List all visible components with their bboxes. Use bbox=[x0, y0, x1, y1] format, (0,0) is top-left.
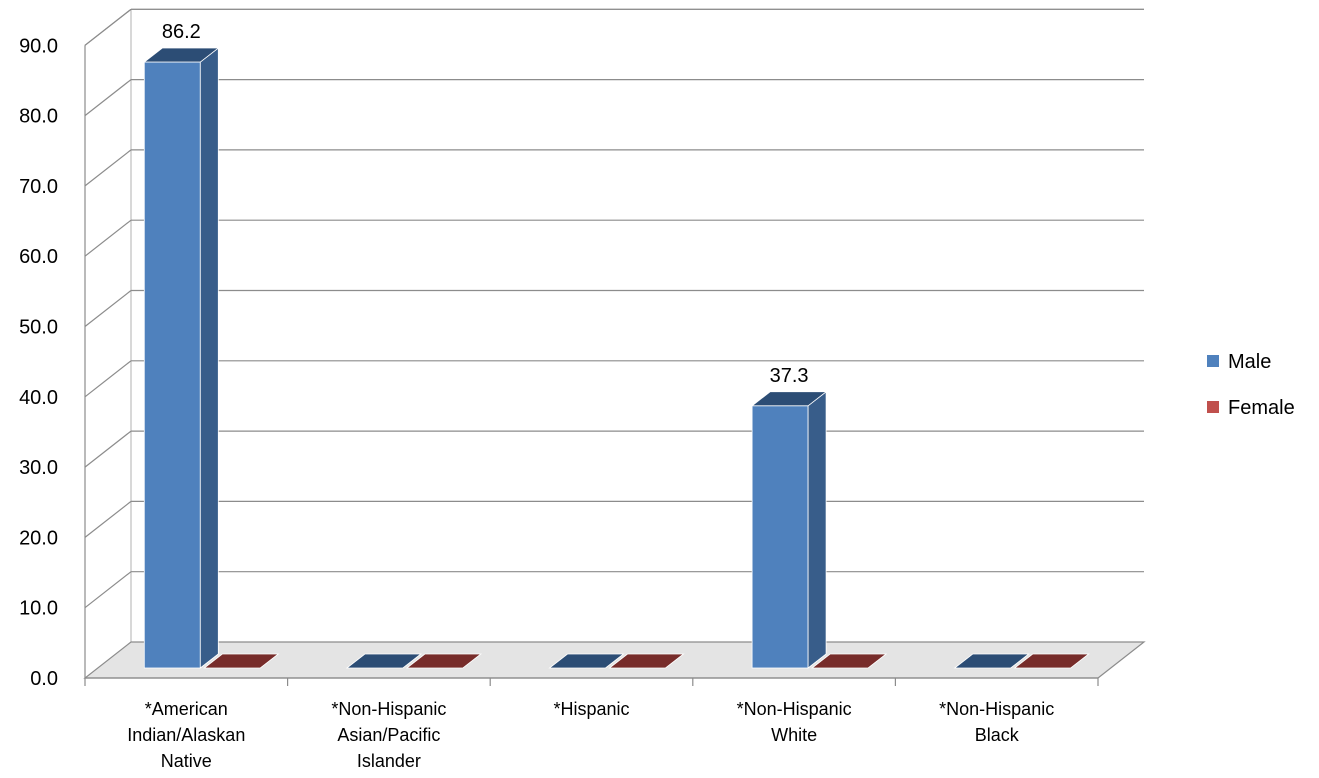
legend-item: Female bbox=[1207, 397, 1295, 419]
y-tick-label: 10.0 bbox=[19, 598, 58, 620]
x-tick-label-line: *American bbox=[145, 699, 228, 719]
data-label: 37.3 bbox=[770, 365, 809, 387]
y-tick-label: 30.0 bbox=[19, 457, 58, 479]
x-tick-label-line: *Non-Hispanic bbox=[939, 699, 1054, 719]
bar bbox=[953, 653, 1030, 669]
gridline-side bbox=[84, 571, 132, 609]
x-tick-label: *Non-Hispanic Black bbox=[939, 699, 1054, 745]
x-tick-label-line: *Non-Hispanic bbox=[737, 699, 852, 719]
bar-front bbox=[751, 405, 809, 669]
y-tick-label: 20.0 bbox=[19, 527, 58, 549]
legend-swatch bbox=[1207, 401, 1219, 413]
y-tick-label: 0.0 bbox=[30, 668, 58, 690]
bar-top bbox=[203, 653, 280, 669]
x-tick-label-line: White bbox=[771, 725, 817, 745]
x-tick-label-line: Black bbox=[975, 725, 1020, 745]
x-tick-label-line: Islander bbox=[357, 751, 421, 771]
x-tick-label-line: *Hispanic bbox=[553, 699, 629, 719]
x-tick-label: *Hispanic bbox=[553, 699, 629, 719]
y-tick-label: 50.0 bbox=[19, 317, 58, 339]
bar-top bbox=[405, 653, 483, 669]
bars bbox=[143, 47, 1090, 669]
bar-top bbox=[750, 391, 828, 407]
gridline-side bbox=[84, 8, 132, 46]
bar-top bbox=[810, 653, 888, 669]
bar-top bbox=[143, 47, 220, 63]
bar-top bbox=[548, 653, 625, 669]
x-tick-label: *American Indian/Alaskan Native bbox=[127, 699, 245, 771]
x-tick-label-line: Asian/Pacific bbox=[337, 725, 440, 745]
bar-side bbox=[807, 390, 827, 669]
legend-label: Male bbox=[1228, 351, 1271, 373]
bar-front bbox=[143, 61, 201, 669]
bar bbox=[405, 653, 483, 669]
bar-top bbox=[953, 653, 1030, 669]
bar bbox=[548, 653, 625, 669]
bar bbox=[143, 47, 220, 669]
legend-item: Male bbox=[1207, 351, 1271, 373]
legend: Male Female bbox=[1207, 351, 1295, 419]
gridlines bbox=[84, 8, 1144, 609]
x-tick-label-line: Native bbox=[161, 751, 212, 771]
data-labels: 86.2 37.3 bbox=[162, 21, 809, 387]
bar bbox=[1013, 653, 1090, 669]
bar bbox=[345, 653, 423, 669]
y-tick-label: 70.0 bbox=[19, 176, 58, 198]
x-tick-label: *Non-Hispanic Asian/Pacific Islander bbox=[331, 699, 446, 771]
bar-top bbox=[345, 653, 423, 669]
chart-walls bbox=[84, 9, 132, 678]
legend-swatch bbox=[1207, 355, 1219, 367]
bar bbox=[203, 653, 280, 669]
x-tick-label-line: Indian/Alaskan bbox=[127, 725, 245, 745]
y-tick-label: 80.0 bbox=[19, 106, 58, 128]
y-tick-label: 60.0 bbox=[19, 246, 58, 268]
legend-label: Female bbox=[1228, 397, 1295, 419]
gridline-side bbox=[84, 360, 132, 398]
gridline-side bbox=[84, 219, 132, 257]
gridline-side bbox=[84, 500, 132, 538]
y-tick-label: 40.0 bbox=[19, 387, 58, 409]
bar-top bbox=[608, 653, 685, 669]
x-tick-label-line: *Non-Hispanic bbox=[331, 699, 446, 719]
bar-top bbox=[1013, 653, 1090, 669]
gridline-side bbox=[84, 290, 132, 327]
bar bbox=[608, 653, 685, 669]
gridline-side bbox=[84, 79, 132, 117]
bar-side bbox=[199, 47, 219, 669]
data-label: 86.2 bbox=[162, 21, 201, 43]
bar bbox=[810, 653, 888, 669]
gridline-side bbox=[84, 149, 132, 187]
bar bbox=[750, 390, 828, 669]
x-tick-label: *Non-Hispanic White bbox=[737, 699, 852, 745]
gridline-side bbox=[84, 430, 132, 468]
x-axis-ticks: *American Indian/Alaskan Native *Non-Hispan… bbox=[84, 678, 1099, 771]
y-axis-ticks: 0.0 10.0 20.0 30.0 40.0 50.0 60.0 70.0 80.0 90.0 bbox=[19, 35, 58, 690]
y-tick-label: 90.0 bbox=[19, 35, 58, 57]
